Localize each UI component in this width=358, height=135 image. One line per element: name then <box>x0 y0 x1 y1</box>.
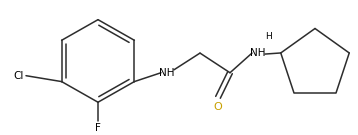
Text: NH: NH <box>159 68 175 78</box>
Text: Cl: Cl <box>14 71 24 81</box>
Text: O: O <box>214 102 222 112</box>
Text: H: H <box>266 32 272 41</box>
Text: F: F <box>95 123 101 133</box>
Text: NH: NH <box>250 48 266 58</box>
